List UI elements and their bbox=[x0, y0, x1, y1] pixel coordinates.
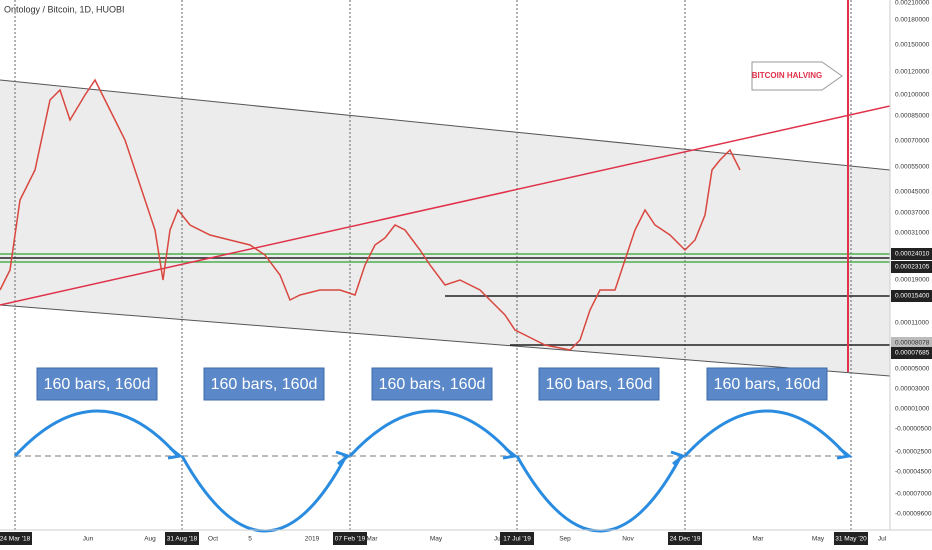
cycle-box bbox=[538, 367, 660, 401]
price-label: -0.00002500 bbox=[895, 449, 932, 456]
price-label: 0.00019000 bbox=[895, 277, 930, 284]
time-label: Oct bbox=[208, 536, 218, 543]
price-label: 0.00007685 bbox=[895, 350, 930, 357]
time-label: Sep bbox=[559, 536, 571, 543]
time-label-bg bbox=[668, 532, 702, 545]
time-label: 31 Aug '18 bbox=[167, 536, 198, 543]
price-label: 0.00005000 bbox=[895, 366, 930, 373]
time-label: 5 bbox=[248, 536, 252, 543]
cycle-arc bbox=[348, 409, 515, 458]
time-label: 07 Feb '19 bbox=[335, 536, 366, 543]
cycle-arrow bbox=[670, 450, 687, 466]
price-label: 0.00037000 bbox=[895, 210, 930, 217]
chart-title: Ontology / Bitcoin, 1D, HUOBI bbox=[4, 4, 125, 14]
annotation-box bbox=[751, 61, 843, 91]
time-label-bg bbox=[834, 532, 868, 545]
price-label: -0.00004500 bbox=[895, 469, 932, 476]
price-label: 0.00031000 bbox=[895, 230, 930, 237]
price-label-bg bbox=[891, 248, 932, 260]
cycle-arc bbox=[180, 455, 348, 533]
time-label: 24 Mar '18 bbox=[0, 536, 31, 543]
price-line bbox=[0, 78, 741, 351]
price-label: 0.00085000 bbox=[895, 113, 930, 120]
price-label: -0.00009600 bbox=[895, 511, 932, 518]
time-label: Aug bbox=[144, 536, 156, 543]
price-label-bg bbox=[891, 337, 932, 349]
cycle-arrow bbox=[335, 450, 352, 466]
time-label: Jun bbox=[83, 536, 94, 543]
price-label: -0.00007000 bbox=[895, 491, 932, 498]
time-label: Mar bbox=[366, 536, 378, 543]
channel-top bbox=[0, 79, 891, 171]
price-label: 0.00003000 bbox=[895, 386, 930, 393]
price-label: 0.00045000 bbox=[895, 189, 930, 196]
price-label: 0.00023105 bbox=[895, 264, 930, 271]
cycle-label: 160 bars, 160d bbox=[379, 376, 486, 393]
time-label-bg bbox=[0, 532, 32, 545]
cycle-arc bbox=[13, 409, 180, 458]
time-label-bg bbox=[500, 532, 534, 545]
cycle-lines bbox=[14, 0, 852, 530]
time-label-bg bbox=[165, 532, 199, 545]
cycle-arrow bbox=[836, 446, 853, 460]
cycle-box bbox=[371, 367, 493, 401]
time-label: May bbox=[812, 536, 825, 543]
time-label: Mar bbox=[752, 536, 764, 543]
price-label: 0.00100000 bbox=[895, 92, 930, 99]
cycle-box bbox=[706, 367, 828, 401]
cycle-label: 160 bars, 160d bbox=[211, 376, 318, 393]
price-label: 0.00210000 bbox=[895, 0, 930, 7]
cycle-arc bbox=[515, 455, 683, 533]
annotation: BITCOIN HALVING bbox=[752, 71, 823, 80]
time-label: Nov bbox=[622, 536, 634, 543]
price-axis: 0.00210000 0.00180000 0.00150000 0.00120000… bbox=[889, 0, 932, 530]
price-label: 0.00001000 bbox=[895, 406, 930, 413]
time-label: 2019 bbox=[305, 536, 320, 543]
time-label: Jul bbox=[494, 536, 503, 543]
time-label: 31 May '20 bbox=[835, 536, 867, 543]
time-label: 24 Dec '19 bbox=[670, 536, 701, 543]
time-label: May bbox=[430, 536, 443, 543]
price-label: 0.00008078 bbox=[895, 340, 930, 347]
cycle-label: 160 bars, 160d bbox=[546, 376, 653, 393]
price-label: 0.00011000 bbox=[895, 320, 929, 327]
price-label: 0.00120000 bbox=[895, 69, 930, 76]
channel-bottom bbox=[0, 304, 891, 377]
price-label: 0.00055000 bbox=[895, 164, 930, 171]
price-label-bg bbox=[891, 347, 932, 359]
cycle-arc bbox=[683, 409, 849, 458]
cycle-arrow bbox=[167, 446, 184, 460]
price-label: 0.00024010 bbox=[895, 251, 930, 258]
time-label: Jul bbox=[878, 536, 887, 543]
cycle-box bbox=[203, 367, 325, 401]
cycle-box bbox=[36, 367, 158, 401]
price-label: 0.00150000 bbox=[895, 42, 930, 49]
price-label: 0.00180000 bbox=[895, 17, 930, 24]
cycle-arrow bbox=[502, 446, 519, 460]
cycle-label: 160 bars, 160d bbox=[714, 376, 821, 393]
time-label-bg bbox=[333, 532, 367, 545]
channel-fill bbox=[0, 80, 890, 376]
time-label: 17 Jul '19 bbox=[503, 536, 531, 543]
trend-line bbox=[0, 105, 891, 306]
cycles: 160 bars, 160d 160 bars, 160d 160 bars, 16… bbox=[13, 367, 853, 533]
price-label: -0.00000500 bbox=[895, 426, 932, 433]
price-label: 0.00015400 bbox=[895, 293, 930, 300]
time-axis: 24 Mar '18 Jun Aug 31 Aug '18 Oct 5 2019 07 Feb… bbox=[0, 529, 932, 545]
price-label: 0.00070000 bbox=[895, 138, 930, 145]
cycle-label: 160 bars, 160d bbox=[44, 376, 151, 393]
price-label-bg bbox=[891, 290, 932, 302]
price-label-bg bbox=[891, 261, 932, 273]
